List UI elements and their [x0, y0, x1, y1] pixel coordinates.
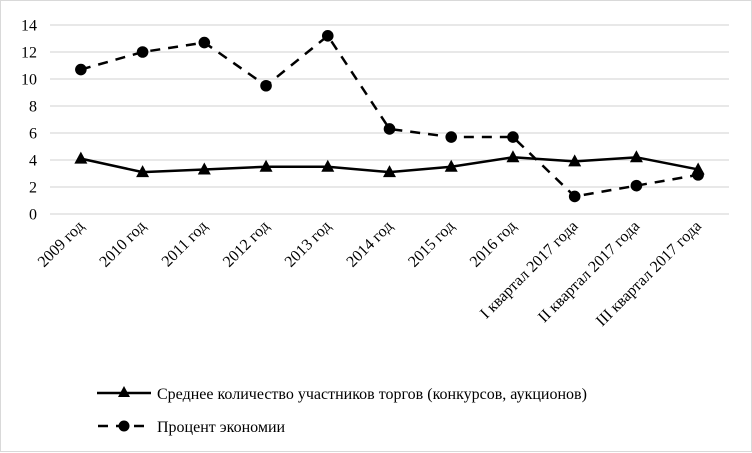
- triangle-marker-icon: [444, 159, 458, 172]
- legend-item-participants: Среднее количество участников торгов (ко…: [97, 386, 587, 403]
- y-tick-label: 8: [29, 99, 37, 116]
- x-tick-label: 2014 год: [343, 218, 396, 271]
- x-tick-label: III квартал 2017 года: [593, 218, 705, 330]
- triangle-marker-icon: [383, 165, 396, 178]
- circle-marker-icon: [445, 131, 458, 143]
- circle-marker-icon: [260, 79, 272, 92]
- x-tick-label: 2010 год: [96, 218, 149, 271]
- triangle-marker-icon: [321, 159, 335, 172]
- x-tick-label: 2016 год: [467, 218, 520, 271]
- triangle-marker-icon: [506, 150, 520, 163]
- circle-marker-icon: [630, 179, 643, 192]
- triangle-marker-icon: [74, 151, 88, 164]
- triangle-marker-icon: [136, 165, 150, 178]
- legend-label-participants: Среднее количество участников торгов (ко…: [157, 386, 587, 403]
- legend-item-savings: Процент экономии: [97, 419, 286, 436]
- circle-marker-icon: [383, 123, 396, 135]
- circle-marker-icon: [507, 131, 519, 143]
- circle-marker-icon: [118, 420, 130, 432]
- y-tick-label: 4: [29, 153, 37, 170]
- series-lines: [74, 30, 705, 203]
- y-tick-label: 6: [29, 126, 37, 143]
- legend: Среднее количество участников торгов (ко…: [97, 386, 587, 436]
- triangle-marker-icon: [629, 150, 643, 163]
- x-tick-label: 2015 год: [405, 218, 458, 271]
- x-tick-label: II квартал 2017 года: [535, 218, 643, 326]
- circle-marker-icon: [75, 63, 87, 76]
- circle-marker-icon: [136, 46, 149, 58]
- x-axis-ticks: 2009 год 2010 год 2011 год 2012 год 2013 год…: [35, 218, 705, 330]
- x-tick-label: 2012 год: [220, 218, 273, 271]
- triangle-marker-icon: [197, 162, 211, 175]
- y-axis-ticks: 0 2 4 6 8 10 12 14: [21, 18, 37, 224]
- y-tick-label: 10: [21, 72, 37, 89]
- circle-marker-icon: [692, 169, 704, 181]
- x-tick-label: 2011 год: [159, 218, 212, 271]
- gridlines: [50, 24, 729, 215]
- triangle-marker-icon: [118, 386, 130, 397]
- y-tick-label: 12: [21, 45, 37, 62]
- triangle-marker-icon: [259, 159, 273, 172]
- triangle-marker-icon: [568, 154, 582, 167]
- legend-label-savings: Процент экономии: [157, 419, 286, 436]
- circle-marker-icon: [198, 36, 211, 49]
- circle-marker-icon: [568, 190, 581, 203]
- y-tick-label: 0: [29, 207, 37, 224]
- x-tick-label: 2013 год: [282, 218, 335, 271]
- circle-marker-icon: [321, 30, 334, 42]
- y-tick-label: 2: [29, 180, 37, 197]
- y-tick-label: 14: [21, 18, 37, 35]
- x-tick-label: 2009 год: [35, 218, 88, 271]
